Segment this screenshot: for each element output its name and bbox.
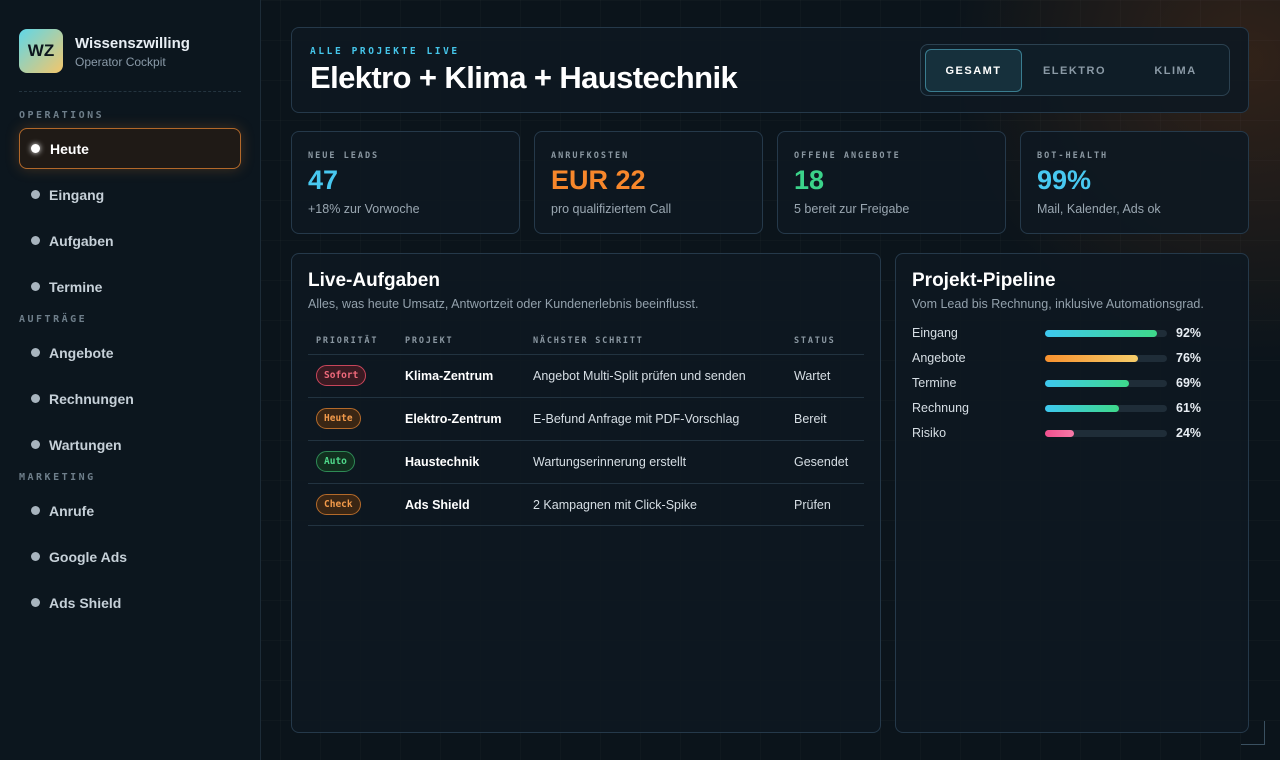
progress-track	[1045, 405, 1167, 412]
pipeline-label: Risiko	[912, 426, 947, 440]
next-step: 2 Kampagnen mit Click-Spike	[533, 498, 697, 512]
kpi-value: 47	[308, 165, 339, 195]
kpi-label: OFFENE ANGEBOTE	[794, 151, 901, 161]
divider	[19, 91, 241, 92]
progress-track	[1045, 430, 1167, 437]
nav-item[interactable]: Eingang	[19, 174, 241, 215]
nav-item[interactable]: Aufgaben	[19, 220, 241, 261]
progress-bar	[1045, 330, 1158, 337]
project-name: Haustechnik	[405, 455, 480, 469]
status: Gesendet	[794, 455, 849, 469]
kpi-card: BOT-HEALTH 99% Mail, Kalender, Ads ok	[1020, 131, 1249, 234]
next-step: Angebot Multi-Split prüfen und senden	[533, 369, 746, 383]
progress-bar	[1045, 405, 1120, 412]
kpi-label: BOT-HEALTH	[1037, 151, 1109, 161]
nav-section: AUFTRÄGE	[19, 314, 88, 325]
progress-bar	[1045, 355, 1138, 362]
pipeline-label: Angebote	[912, 351, 966, 365]
pipeline-value: 61%	[1176, 401, 1202, 415]
kpi-value: 99%	[1037, 165, 1092, 195]
status: Prüfen	[794, 498, 831, 512]
nav-section: OPERATIONS	[19, 110, 105, 121]
tab[interactable]: KLIMA	[1154, 64, 1197, 77]
page-title: Elektro + Klima + Haustechnik	[310, 60, 738, 95]
priority-badge: Auto	[316, 451, 355, 472]
kpi-note: 5 bereit zur Freigabe	[794, 202, 910, 216]
kpi-note: +18% zur Vorwoche	[308, 202, 420, 216]
nav-item[interactable]: Ads Shield	[19, 582, 241, 623]
pipeline-value: 76%	[1176, 351, 1202, 365]
column-header: NÄCHSTER SCHRITT	[533, 336, 644, 346]
project-name: Ads Shield	[405, 498, 470, 512]
pipeline-label: Rechnung	[912, 401, 969, 415]
pipeline-panel: Projekt-Pipeline Vom Lead bis Rechnung, i…	[895, 253, 1249, 733]
status: Bereit	[794, 412, 827, 426]
kpi-card: NEUE LEADS 47 +18% zur Vorwoche	[291, 131, 520, 234]
nav-item[interactable]: Google Ads	[19, 536, 241, 577]
project-name: Elektro-Zentrum	[405, 412, 502, 426]
pipeline-label: Eingang	[912, 326, 958, 340]
logo: WZ	[19, 29, 63, 73]
progress-track	[1045, 355, 1167, 362]
next-step: Wartungserinnerung erstellt	[533, 455, 687, 469]
status: Wartet	[794, 369, 831, 383]
kpi-note: Mail, Kalender, Ads ok	[1037, 202, 1161, 216]
panel-subtitle: Vom Lead bis Rechnung, inklusive Automat…	[912, 297, 1204, 311]
project-name: Klima-Zentrum	[405, 369, 494, 383]
column-header: PROJEKT	[405, 336, 454, 346]
column-header: STATUS	[794, 336, 836, 346]
nav-item[interactable]: Angebote	[19, 332, 241, 373]
priority-badge: Heute	[316, 408, 361, 429]
task-row: Check Ads Shield 2 Kampagnen mit Click-Spi…	[308, 483, 864, 526]
column-header: PRIORITÄT	[316, 336, 379, 346]
task-row: Auto Haustechnik Wartungserinnerung erstel…	[308, 440, 864, 483]
priority-badge: Check	[316, 494, 361, 515]
nav-item[interactable]: Heute	[19, 128, 241, 169]
task-row: Sofort Klima-Zentrum Angebot Multi-Split p…	[308, 354, 864, 397]
progress-track	[1045, 330, 1167, 337]
progress-bar	[1045, 380, 1130, 387]
nav-section: MARKETING	[19, 472, 96, 483]
pipeline-value: 92%	[1176, 326, 1202, 340]
priority-badge: Sofort	[316, 365, 367, 386]
pipeline-value: 24%	[1176, 426, 1202, 440]
tab[interactable]: GESAMT	[925, 49, 1022, 92]
sidebar: WZ Wissenszwilling Operator Cockpit OPERATI…	[0, 0, 261, 760]
next-step: E-Befund Anfrage mit PDF-Vorschlag	[533, 412, 740, 426]
nav-item[interactable]: Rechnungen	[19, 378, 241, 419]
nav-item[interactable]: Wartungen	[19, 424, 241, 465]
progress-track	[1045, 380, 1167, 387]
panel-subtitle: Alles, was heute Umsatz, Antwortzeit ode…	[308, 297, 699, 311]
kpi-label: NEUE LEADS	[308, 151, 380, 161]
tasks-panel: Live-Aufgaben Alles, was heute Umsatz, An…	[291, 253, 881, 733]
nav-item[interactable]: Anrufe	[19, 490, 241, 531]
brand-subtitle: Operator Cockpit	[75, 55, 166, 69]
eyebrow: ALLE PROJEKTE LIVE	[310, 46, 460, 57]
progress-bar	[1045, 430, 1075, 437]
kpi-label: ANRUFKOSTEN	[551, 151, 630, 161]
task-row: Heute Elektro-Zentrum E-Befund Anfrage mit…	[308, 397, 864, 440]
kpi-card: OFFENE ANGEBOTE 18 5 bereit zur Freigabe	[777, 131, 1006, 234]
corner-deco	[1241, 721, 1265, 745]
kpi-value: 18	[794, 165, 825, 195]
tab[interactable]: ELEKTRO	[1042, 64, 1107, 77]
nav-item[interactable]: Termine	[19, 266, 241, 307]
kpi-note: pro qualifiziertem Call	[551, 202, 672, 216]
pipeline-value: 69%	[1176, 376, 1202, 390]
pipeline-label: Termine	[912, 376, 957, 390]
tab-group: GESAMT ELEKTRO KLIMA	[920, 44, 1230, 96]
kpi-card: ANRUFKOSTEN EUR 22 pro qualifiziertem Call	[534, 131, 763, 234]
panel-title: Projekt-Pipeline	[912, 270, 1056, 291]
brand-name: Wissenszwilling	[75, 35, 190, 52]
kpi-value: EUR 22	[551, 165, 646, 195]
panel-title: Live-Aufgaben	[308, 270, 440, 291]
